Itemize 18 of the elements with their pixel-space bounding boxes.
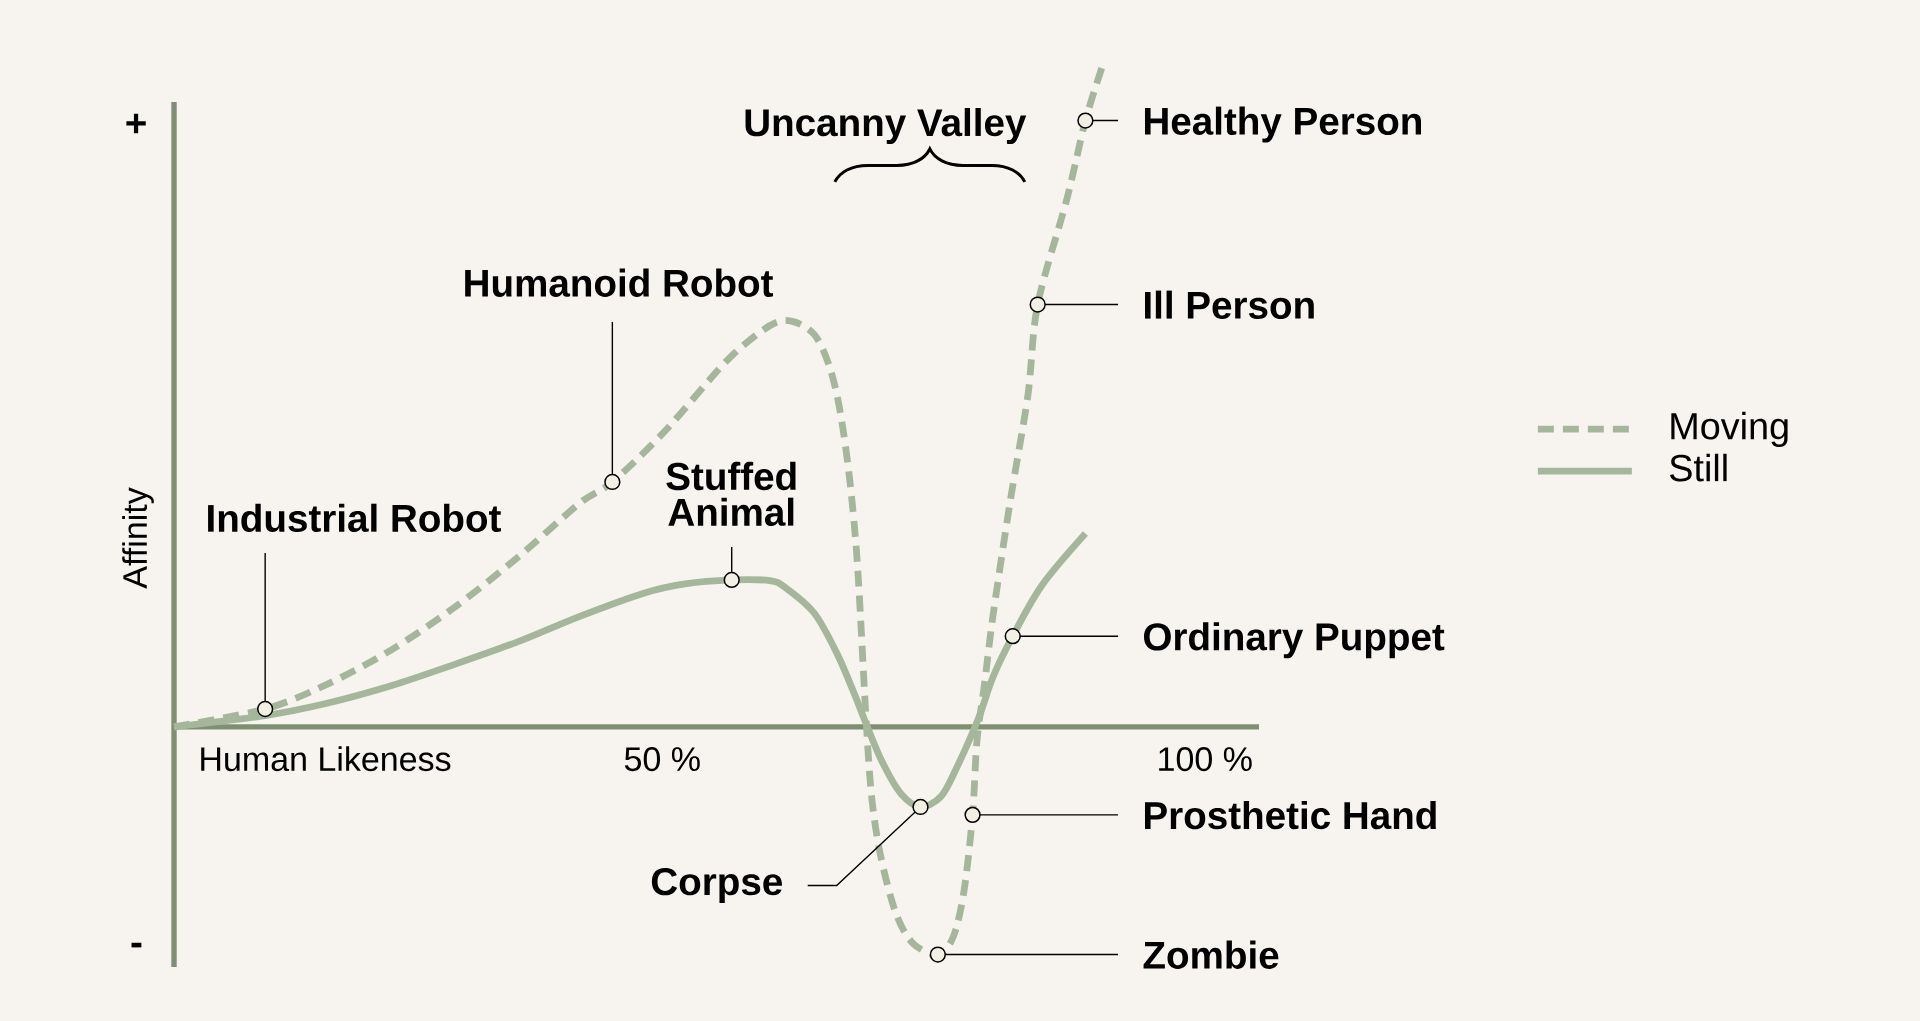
- legend-label: Moving: [1671, 411, 1788, 447]
- annotation: Healthy Person: [1144, 106, 1421, 143]
- annotation: Uncanny Valley: [745, 107, 1027, 144]
- x-axis-title: Human Likeness: [201, 746, 451, 772]
- x-tick-label: 100 %: [1159, 747, 1252, 772]
- annotation: Prosthetic Hand: [1144, 800, 1436, 830]
- annotation: Stuffed Animal: [666, 461, 796, 527]
- y-axis-title: Affinity: [122, 487, 154, 589]
- annotation: Corpse: [651, 867, 782, 903]
- annotation: Humanoid Robot: [465, 268, 774, 297]
- annotation: Ill Person: [1144, 290, 1314, 319]
- legend-label: Still: [1669, 453, 1727, 482]
- x-tick-label: 50 %: [624, 747, 700, 772]
- text: +: [126, 113, 146, 134]
- annotation: Industrial Robot: [208, 503, 501, 533]
- text: -: [131, 942, 142, 948]
- annotation: Ordinary Puppet: [1143, 622, 1445, 659]
- annotation: Zombie: [1143, 940, 1279, 969]
